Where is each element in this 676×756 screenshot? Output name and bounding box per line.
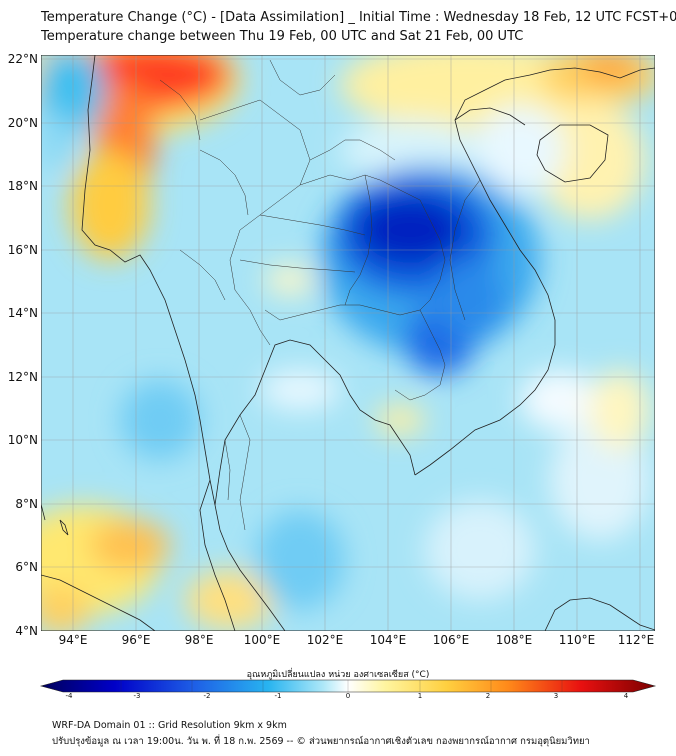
lat-label: 18°N xyxy=(7,179,38,193)
lon-label: 106°E xyxy=(432,633,470,647)
colorbar-tick: -2 xyxy=(203,692,211,700)
map-subtitle: Temperature change between Thu 19 Feb, 0… xyxy=(41,29,524,44)
temperature-field xyxy=(41,55,655,631)
footer-credit: ปรับปรุงข้อมูล ณ เวลา 19:00น. วัน พ. ที่… xyxy=(52,736,590,747)
lat-label: 16°N xyxy=(7,243,38,257)
lon-label: 112°E xyxy=(617,633,655,647)
colorbar-tick: -1 xyxy=(274,692,282,700)
lat-label: 12°N xyxy=(7,370,38,384)
colorbar-tick: 1 xyxy=(417,692,423,700)
colorbar-tick: 0 xyxy=(345,692,351,700)
lat-label: 22°N xyxy=(7,52,38,66)
lon-label: 104°E xyxy=(369,633,407,647)
lon-label: 102°E xyxy=(306,633,344,647)
lon-label: 96°E xyxy=(121,633,151,647)
lon-label: 94°E xyxy=(58,633,88,647)
admin-borders xyxy=(159,59,481,531)
lat-label: 14°N xyxy=(7,306,38,320)
colorbar-label: อุณหภูมิเปลี่ยนแปลง หน่วย องศาเซลเซียส (… xyxy=(246,670,430,680)
lon-label: 110°E xyxy=(558,633,596,647)
lat-label: 6°N xyxy=(15,560,38,574)
lat-label: 20°N xyxy=(7,116,38,130)
lon-label: 100°E xyxy=(243,633,281,647)
colorbar-tick: -4 xyxy=(65,692,73,700)
colorbar-tick: 2 xyxy=(485,692,491,700)
lat-label: 8°N xyxy=(15,497,38,511)
coastlines xyxy=(41,55,655,631)
lon-label: 98°E xyxy=(184,633,214,647)
colorbar-tick: 4 xyxy=(623,692,629,700)
footer-model-info: WRF-DA Domain 01 :: Grid Resolution 9km … xyxy=(52,720,287,731)
lat-label: 4°N xyxy=(15,624,38,638)
graticule xyxy=(41,55,655,631)
lon-label: 108°E xyxy=(495,633,533,647)
lat-label: 10°N xyxy=(7,433,38,447)
colorbar-tick: -3 xyxy=(133,692,141,700)
colorbar-tick: 3 xyxy=(553,692,559,700)
colorbar xyxy=(39,679,657,693)
map-title: Temperature Change (°C) - [Data Assimila… xyxy=(41,10,676,25)
